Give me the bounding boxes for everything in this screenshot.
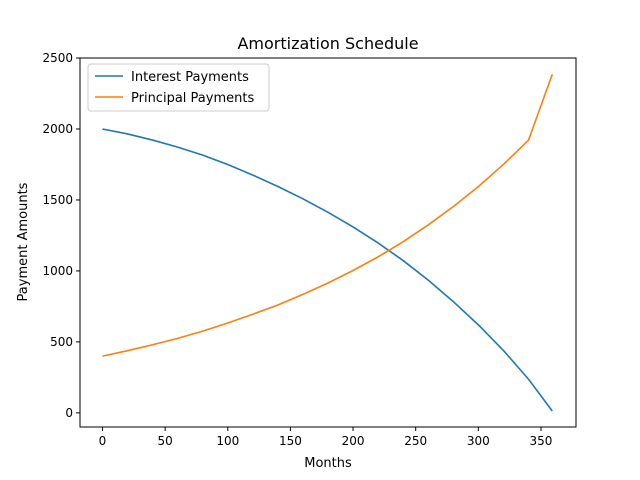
- y-tick-label: 0: [65, 406, 73, 420]
- plot-frame: [79, 57, 577, 428]
- legend-box: [87, 63, 270, 112]
- x-tick-label: 200: [342, 434, 365, 448]
- plot-area: 0 50 100 150 200 250 300 350 0 500 1000 1500 2000 250…: [42, 51, 577, 448]
- x-tick-label: 350: [530, 434, 553, 448]
- x-tick-label: 150: [279, 434, 302, 448]
- x-tick-label: 100: [216, 434, 239, 448]
- x-tick-label: 250: [404, 434, 427, 448]
- legend-label-1: Interest Payments: [131, 70, 249, 85]
- y-tick-label: 2500: [42, 51, 73, 65]
- x-tick-label: 50: [157, 434, 172, 448]
- series-line-1: [102, 128, 553, 412]
- x-tick-label: 300: [467, 434, 490, 448]
- legend-label-2: Principal Payments: [131, 91, 254, 106]
- x-axis-label: Months: [304, 456, 352, 471]
- chart-title: Amortization Schedule: [237, 34, 418, 53]
- x-tick-label: 0: [99, 434, 107, 448]
- y-axis-label: Payment Amounts: [16, 182, 31, 301]
- series-line-2: [102, 74, 554, 357]
- y-tick-label: 1500: [42, 193, 73, 207]
- y-tick-label: 1000: [42, 264, 73, 278]
- y-tick-label: 500: [50, 335, 73, 349]
- y-tick-label: 2000: [42, 122, 73, 136]
